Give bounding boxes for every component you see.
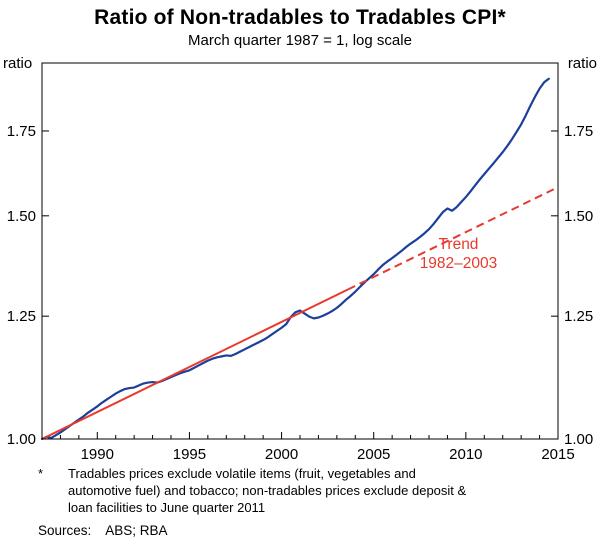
- sources-label: Sources:: [38, 523, 92, 539]
- y-tick-label-left: 1.75: [7, 123, 36, 140]
- sources-line: Sources: ABS; RBA: [38, 523, 600, 538]
- x-tick-label: 1995: [173, 446, 206, 461]
- chart-canvas: Trend 1982–2003 1.00 1.00 1.25 1.25 1.50 1.50 1.…: [3, 55, 597, 461]
- y-tick-label-left: 1.25: [7, 308, 36, 325]
- x-tick-label: 2010: [449, 446, 482, 461]
- plot-border: [41, 62, 559, 440]
- sources-text: ABS; RBA: [105, 523, 168, 539]
- y-tick-label-left: 1.50: [7, 208, 36, 225]
- trend-annotation: 1982–2003: [420, 255, 498, 272]
- footnote-text: Tradables prices exclude volatile items …: [68, 466, 467, 516]
- y-axis-unit-right: ratio: [568, 55, 597, 72]
- chart-subtitle: March quarter 1987 = 1, log scale: [188, 32, 412, 49]
- trend-line-solid: [41, 288, 349, 440]
- x-tick-label: 2005: [357, 446, 390, 461]
- y-tick-label-right: 1.50: [564, 208, 593, 225]
- x-tick-label: 2000: [265, 446, 298, 461]
- x-tick-label: 2015: [541, 446, 574, 461]
- series-line: [40, 77, 550, 441]
- y-tick-label-right: 1.25: [564, 308, 593, 325]
- trend-annotation: Trend: [439, 236, 479, 253]
- chart: Trend 1982–2003 1.00 1.00 1.25 1.25 1.50 1.50 1.…: [0, 49, 600, 461]
- y-tick-label-right: 1.00: [564, 431, 593, 448]
- chart-title: Ratio of Non-tradables to Tradables CPI*: [94, 6, 506, 29]
- y-tick-label-right: 1.75: [564, 123, 593, 140]
- y-axis-unit-left: ratio: [3, 55, 32, 72]
- y-tick-label-left: 1.00: [7, 431, 36, 448]
- x-tick-label: 1990: [81, 446, 114, 461]
- footnote: * Tradables prices exclude volatile item…: [38, 465, 600, 516]
- footnote-marker: *: [38, 466, 44, 481]
